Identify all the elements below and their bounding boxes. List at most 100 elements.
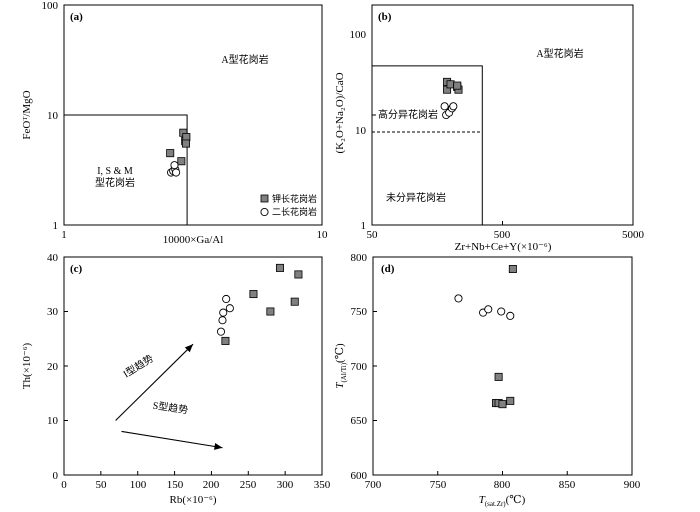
y-axis-label-d-symbol: T <box>334 382 346 389</box>
data-point-monzogranite <box>440 102 449 111</box>
panel-a-label: (a) <box>70 11 83 23</box>
data-point-k-feldspar-granite <box>453 81 462 90</box>
legend-label-k-feldspar-granite: 钾长花岗岩 <box>272 193 317 204</box>
legend-square-marker <box>260 194 269 203</box>
data-point-monzogranite <box>218 316 227 325</box>
x-axis-label-d-unit: (℃) <box>506 494 526 506</box>
y-tick-a-100: 100 <box>42 0 59 12</box>
x-tick-c-200: 200 <box>203 479 220 491</box>
x-tick-c-150: 150 <box>167 479 184 491</box>
region-a-type-label: A型花岗岩 <box>221 53 268 66</box>
legend: 钾长花岗岩 二长花岗岩 <box>260 193 317 217</box>
x-tick-a-10: 10 <box>317 229 329 241</box>
trend-label-i-type: I型趋势 <box>121 352 156 381</box>
data-point-monzogranite <box>506 311 515 320</box>
trend-label-s-type: S型趋势 <box>152 399 189 417</box>
region-ism-label-1: I, S & M <box>97 166 133 177</box>
data-point-k-feldspar-granite <box>166 149 175 158</box>
x-tick-d-750: 750 <box>430 479 447 491</box>
data-point-k-feldspar-granite <box>266 307 275 316</box>
data-point-monzogranite <box>172 168 181 177</box>
x-axis-label-d-subscript: (sat.Zr) <box>485 500 506 508</box>
data-point-k-feldspar-granite <box>290 297 299 306</box>
y-tick-c-40: 40 <box>47 252 59 264</box>
data-point-k-feldspar-granite <box>506 396 515 405</box>
panel-b-label: (b) <box>378 11 392 23</box>
panel-c: (c) 0 50 100 150 200 250 300 350 0 10 20… <box>21 252 331 506</box>
x-tick-b-5000: 5000 <box>622 229 645 241</box>
data-point-monzogranite <box>170 161 179 170</box>
x-tick-c-0: 0 <box>61 479 67 491</box>
data-point-monzogranite <box>449 102 458 111</box>
x-tick-d-800: 800 <box>494 479 511 491</box>
x-axis-label-c: Rb(×10⁻⁶) <box>169 494 216 506</box>
data-point-k-feldspar-granite <box>181 139 190 148</box>
y-axis-label-b: (K₂O+Na₂O)/CaO <box>334 72 346 153</box>
legend-label-monzogranite: 二长花岗岩 <box>272 206 317 217</box>
data-point-k-feldspar-granite <box>177 157 186 166</box>
y-tick-b-100: 100 <box>350 29 367 41</box>
x-tick-a-1: 1 <box>61 229 67 241</box>
data-point-monzogranite <box>497 307 506 316</box>
y-tick-c-30: 30 <box>47 306 59 318</box>
panel-d-frame <box>372 256 633 476</box>
x-tick-c-250: 250 <box>240 479 257 491</box>
data-point-monzogranite <box>225 304 234 313</box>
y-axis-label-d: T(Al/Ti)(℃) <box>334 343 348 389</box>
panel-c-frame <box>63 256 323 476</box>
x-tick-d-700: 700 <box>365 479 382 491</box>
trend-arrowhead <box>184 344 193 353</box>
data-point-monzogranite <box>454 294 463 303</box>
panel-b-boundary-line <box>372 65 483 225</box>
y-axis-label-d-unit: (℃) <box>334 343 346 363</box>
trend-arrow-i-type <box>115 343 194 421</box>
y-tick-a-10: 10 <box>47 110 59 122</box>
legend-circle-marker <box>260 207 269 217</box>
y-axis-label-c: Th(×10⁻⁶) <box>21 342 33 389</box>
x-tick-c-100: 100 <box>130 479 147 491</box>
panel-c-label: (c) <box>70 263 83 275</box>
x-tick-d-900: 900 <box>624 479 641 491</box>
x-axis-label-d: T(sat.Zr)(℃) <box>479 494 526 508</box>
y-tick-d-700: 700 <box>351 361 368 373</box>
x-tick-d-850: 850 <box>559 479 576 491</box>
data-point-monzogranite <box>222 294 231 304</box>
y-tick-b-10: 10 <box>355 125 367 137</box>
panel-d-label: (d) <box>381 263 395 275</box>
x-axis-label-b: Zr+Nb+Ce+Y(×10⁻⁶) <box>455 241 552 253</box>
data-point-monzogranite <box>484 305 493 314</box>
y-tick-c-20: 20 <box>47 361 59 373</box>
x-axis-label-d-symbol: T <box>479 494 486 506</box>
data-point-k-feldspar-granite <box>498 400 507 409</box>
y-tick-d-600: 600 <box>351 470 368 482</box>
y-tick-c-10: 10 <box>47 415 59 427</box>
data-point-monzogranite <box>216 327 226 336</box>
trend-arrow-s-type <box>121 430 223 449</box>
data-point-monzogranite <box>219 308 228 317</box>
x-tick-c-350: 350 <box>314 479 331 491</box>
y-axis-label-a: FeOᵀ/MgO <box>21 90 33 139</box>
y-tick-d-800: 800 <box>351 252 368 264</box>
region-unfractionated-label: 未分异花岗岩 <box>386 191 446 204</box>
x-tick-c-300: 300 <box>277 479 294 491</box>
data-point-k-feldspar-granite <box>221 336 230 345</box>
region-fractionated-label: 高分异花岗岩 <box>378 108 438 121</box>
x-tick-b-500: 500 <box>494 229 511 241</box>
data-point-k-feldspar-granite <box>294 270 303 279</box>
x-tick-b-50: 50 <box>367 229 379 241</box>
y-axis-label-d-subscript: (Al/Ti) <box>340 362 348 382</box>
x-axis-label-a: 10000×Ga/Al <box>163 234 224 246</box>
data-point-k-feldspar-granite <box>249 290 258 299</box>
panel-a-boundary-line <box>64 114 188 225</box>
trend-arrowhead <box>214 443 223 450</box>
y-tick-d-750: 750 <box>351 306 368 318</box>
region-b-a-type-label: A型花岗岩 <box>536 47 583 60</box>
panel-d: (d) 700 750 800 850 900 600 650 700 750 … <box>334 252 641 508</box>
y-tick-a-1: 1 <box>53 220 59 232</box>
data-point-k-feldspar-granite <box>494 372 503 381</box>
panel-a: (a) 1 10 1 10 100 10000×Ga/Al FeOᵀ/MgO A… <box>21 0 328 246</box>
x-tick-c-50: 50 <box>96 479 108 491</box>
y-tick-b-1: 1 <box>361 220 367 232</box>
y-tick-c-0: 0 <box>53 470 59 482</box>
